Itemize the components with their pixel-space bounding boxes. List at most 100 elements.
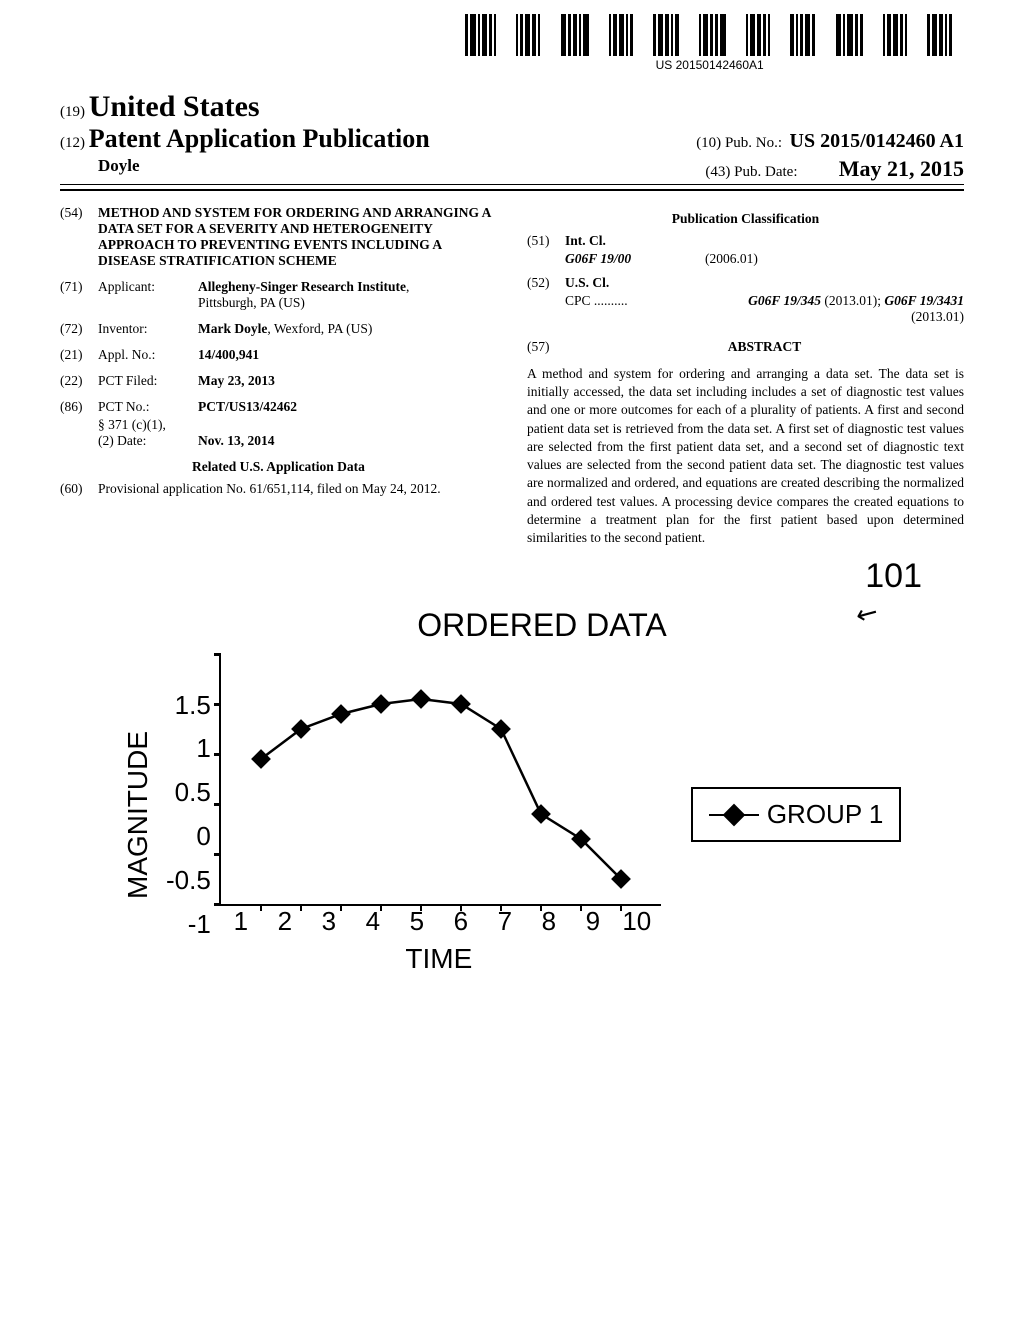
barcode — [465, 14, 954, 56]
x-tick-mark — [420, 904, 423, 911]
field-72: (72) Inventor: Mark Doyle, Wexford, PA (… — [60, 321, 497, 337]
field-60: (60) Provisional application No. 61/651,… — [60, 481, 497, 497]
x-tick-mark — [540, 904, 543, 911]
x-tick-label: 5 — [395, 906, 439, 937]
x-tick-mark — [300, 904, 303, 911]
code-52: (52) — [527, 275, 565, 291]
left-column: (54) METHOD AND SYSTEM FOR ORDERING AND … — [60, 205, 497, 547]
y-tick-mark — [214, 753, 221, 756]
cpc-label: CPC .......... — [565, 293, 628, 309]
field-51-sub: G06F 19/00 (2006.01) — [565, 251, 964, 267]
pctno-value: PCT/US13/42462 — [198, 399, 497, 415]
y-tick-label: 1.5 — [175, 690, 211, 721]
x-tick-label: 8 — [527, 906, 571, 937]
pub-line: (12) Patent Application Publication (10)… — [60, 124, 964, 154]
header: (19) United States (12) Patent Applicati… — [60, 90, 964, 191]
title-text: METHOD AND SYSTEM FOR ORDERING AND ARRAN… — [98, 205, 497, 269]
pctno-label: PCT No.: — [98, 399, 198, 415]
field-22: (22) PCT Filed: May 23, 2013 — [60, 373, 497, 389]
code-51: (51) — [527, 233, 565, 249]
x-tick-label: 7 — [483, 906, 527, 937]
code-57: (57) — [527, 339, 565, 355]
inventor-name: Mark Doyle — [198, 321, 267, 336]
field-86: (86) PCT No.: PCT/US13/42462 — [60, 399, 497, 415]
figure-number: 101 — [865, 557, 922, 596]
chart-title: ORDERED DATA — [182, 607, 902, 644]
pub-no: US 2015/0142460 A1 — [790, 130, 964, 152]
code-22: (22) — [60, 373, 98, 389]
field-52: (52) U.S. Cl. — [527, 275, 964, 291]
code-72: (72) — [60, 321, 98, 337]
x-tick-mark — [500, 904, 503, 911]
y-tick-label: 0 — [196, 821, 210, 852]
field-86-sub1: § 371 (c)(1), — [98, 417, 497, 433]
y-tick-mark — [214, 903, 221, 906]
abstract-label: ABSTRACT — [565, 339, 964, 355]
y-tick-mark — [214, 653, 221, 656]
classification-head: Publication Classification — [527, 211, 964, 227]
x-tick-label: 3 — [307, 906, 351, 937]
cpc1: G06F 19/345 — [748, 293, 821, 308]
y-tick-mark — [214, 703, 221, 706]
field-54: (54) METHOD AND SYSTEM FOR ORDERING AND … — [60, 205, 497, 269]
x-tick-mark — [620, 904, 623, 911]
y-tick-mark — [214, 803, 221, 806]
inventor-label: Inventor: — [98, 321, 198, 337]
related-head: Related U.S. Application Data — [60, 459, 497, 475]
code-43: (43) — [705, 164, 730, 180]
code-60: (60) — [60, 481, 98, 497]
y-tick-label: -0.5 — [166, 865, 211, 896]
country-line: (19) United States — [60, 90, 964, 124]
s371-date-value: Nov. 13, 2014 — [198, 433, 275, 449]
plot-wrap: 12345678910 TIME — [219, 654, 661, 975]
legend-marker-icon — [709, 805, 759, 825]
bibliographic-data: (54) METHOD AND SYSTEM FOR ORDERING AND … — [60, 205, 964, 547]
code-86: (86) — [60, 399, 98, 415]
y-tick-mark — [214, 853, 221, 856]
inventor-loc: Wexford, PA (US) — [274, 321, 373, 336]
cpc2-year: (2013.01) — [911, 309, 964, 324]
pctfiled-label: PCT Filed: — [98, 373, 198, 389]
uscl-label: U.S. Cl. — [565, 275, 964, 291]
x-tick-mark — [460, 904, 463, 911]
pub-date: May 21, 2015 — [839, 156, 964, 181]
plot-area — [219, 654, 661, 906]
field-21: (21) Appl. No.: 14/400,941 — [60, 347, 497, 363]
cpc2: G06F 19/3431 — [884, 293, 964, 308]
country: United States — [89, 90, 260, 123]
field-57: (57) ABSTRACT — [527, 339, 964, 355]
x-tick-mark — [260, 904, 263, 911]
intcl-label: Int. Cl. — [565, 233, 964, 249]
code-19: (19) — [60, 104, 85, 120]
x-tick-mark — [340, 904, 343, 911]
code-71: (71) — [60, 279, 98, 311]
field-71: (71) Applicant: Allegheny-Singer Researc… — [60, 279, 497, 311]
applicant-name: Allegheny-Singer Research Institute — [198, 279, 406, 294]
chart-container: 101 ↙ ORDERED DATA MAGNITUDE 1.510.50-0.… — [122, 607, 902, 975]
s371-label: § 371 (c)(1), — [98, 417, 198, 433]
applicant-label: Applicant: — [98, 279, 198, 311]
x-tick-label: 4 — [351, 906, 395, 937]
field-51: (51) Int. Cl. — [527, 233, 964, 249]
code-54: (54) — [60, 205, 98, 269]
y-axis-label: MAGNITUDE — [122, 731, 154, 899]
intcl-year: (2006.01) — [705, 251, 758, 267]
figure-area: 101 ↙ ORDERED DATA MAGNITUDE 1.510.50-0.… — [60, 607, 964, 975]
x-tick-mark — [380, 904, 383, 911]
y-tick-label: -1 — [188, 909, 211, 940]
right-column: Publication Classification (51) Int. Cl.… — [527, 205, 964, 547]
x-tick-label: 9 — [571, 906, 615, 937]
provisional-text: Provisional application No. 61/651,114, … — [98, 481, 497, 497]
intcl-class: G06F 19/00 — [565, 251, 705, 267]
code-12: (12) — [60, 135, 85, 151]
applno-label: Appl. No.: — [98, 347, 198, 363]
pctfiled-value: May 23, 2013 — [198, 373, 497, 389]
y-tick-label: 0.5 — [175, 777, 211, 808]
y-ticks: 1.5 1 0.5 0 -0.5 -1 — [166, 690, 211, 940]
pub-date-block: (43) Pub. Date: May 21, 2015 — [705, 156, 964, 182]
cpc1-year: (2013.01); — [824, 293, 881, 308]
author-line: Doyle (43) Pub. Date: May 21, 2015 — [60, 156, 964, 182]
applno-value: 14/400,941 — [198, 347, 497, 363]
x-tick-label: 1 — [219, 906, 263, 937]
y-tick-label: 1 — [196, 733, 210, 764]
